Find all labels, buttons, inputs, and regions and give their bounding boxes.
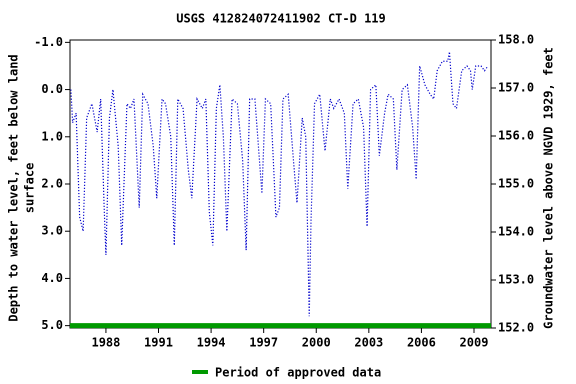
y-tick-label: 3.0 (41, 224, 63, 238)
x-tick-label: 2006 (407, 336, 436, 350)
plot-frame (69, 39, 492, 329)
x-tick-label: 2000 (302, 336, 331, 350)
y-axis-label: Depth to water level, feet below land (7, 54, 21, 321)
y2-tick-label: 155.0 (498, 177, 534, 191)
y2-tick-label: 158.0 (498, 33, 534, 47)
y2-tick-label: 153.0 (498, 273, 534, 287)
y2-axis-label: Groundwater level above NGVD 1929, feet (542, 47, 556, 329)
y-tick-label: 4.0 (41, 271, 63, 285)
y-axis-label: surface (23, 163, 37, 214)
y2-tick-label: 154.0 (498, 225, 534, 239)
y-tick-label: 2.0 (41, 177, 63, 191)
chart-title: USGS 412824072411902 CT-D 119 (176, 12, 386, 26)
x-tick-label: 2009 (460, 336, 489, 350)
y2-tick-label: 152.0 (498, 321, 534, 335)
y2-tick-label: 156.0 (498, 129, 534, 143)
x-tick-label: 1997 (249, 336, 278, 350)
x-tick-label: 1991 (144, 336, 173, 350)
y2-tick-label: 157.0 (498, 81, 534, 95)
x-tick-label: 1988 (91, 336, 120, 350)
x-tick-label: 1994 (197, 336, 226, 350)
legend-label: Period of approved data (215, 366, 381, 380)
y-tick-label: -1.0 (34, 35, 63, 49)
y-tick-label: 1.0 (41, 129, 63, 143)
y-tick-label: 5.0 (41, 318, 63, 332)
data-line (70, 51, 489, 317)
y-tick-label: 0.0 (41, 82, 63, 96)
x-tick-label: 2003 (354, 336, 383, 350)
